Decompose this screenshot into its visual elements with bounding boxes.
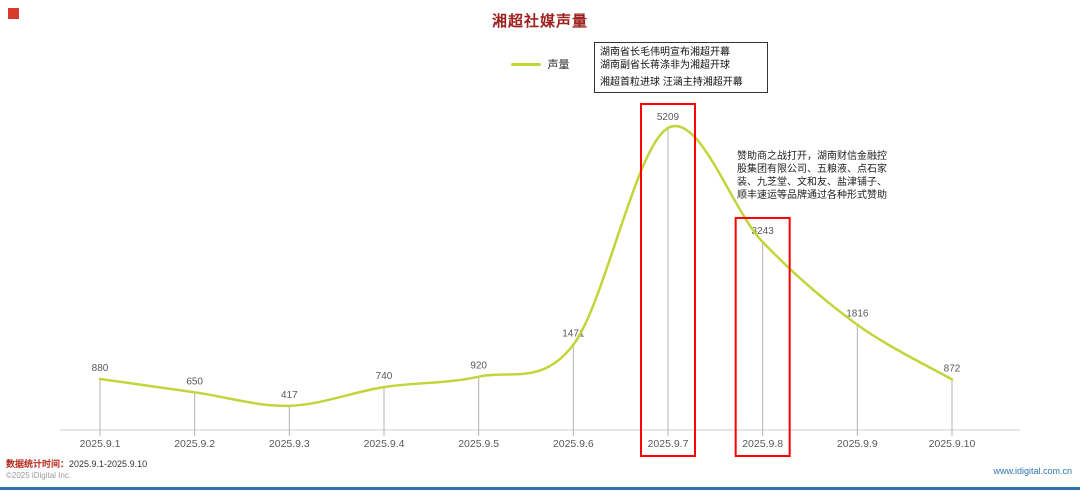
stat-range-line: 数据统计时间：2025.9.1-2025.9.10 (6, 457, 147, 470)
x-axis-tick-label: 2025.9.3 (269, 438, 310, 450)
x-axis-tick-label: 2025.9.6 (553, 438, 594, 450)
highlight-box (640, 103, 696, 457)
data-point-label: 3243 (752, 226, 775, 237)
data-point-label: 1471 (562, 329, 585, 340)
x-axis-tick-label: 2025.9.9 (837, 438, 878, 450)
data-point-label: 872 (944, 363, 961, 374)
footer-accent-bar (0, 487, 1080, 490)
annotation-line: 湖南省长毛伟明宣布湘超开幕 (600, 47, 730, 58)
data-point-label: 880 (92, 363, 109, 374)
legend-label: 声量 (547, 59, 570, 71)
website-url: www.idigital.com.cn (993, 466, 1072, 476)
volume-line (98, 124, 954, 408)
annotation-line: 湘超首粒进球 汪涵主持湘超开幕 (600, 77, 743, 88)
stat-range-label: 数据统计时间： (6, 459, 70, 469)
data-point-label: 1816 (846, 309, 869, 320)
legend-line-swatch (510, 62, 541, 66)
x-axis-tick-label: 2025.9.8 (742, 438, 783, 450)
x-axis-tick-label: 2025.9.4 (364, 438, 405, 450)
data-point-label: 5209 (657, 112, 680, 123)
x-axis-tick-label: 2025.9.7 (648, 438, 689, 450)
data-point-label: 920 (470, 361, 487, 372)
copyright-text: ©2025 iDigital Inc. (6, 471, 72, 480)
x-axis-tick-label: 2025.9.2 (174, 438, 215, 450)
highlight-box (734, 216, 791, 457)
data-point-label: 417 (281, 390, 298, 401)
data-point-label: 650 (186, 376, 203, 387)
annotation-sponsors: 赞助商之战打开，湖南财信金融控股集团有限公司、五粮液、点石家装、九芝堂、文和友、… (737, 151, 887, 201)
annotation-opening-events: 湖南省长毛伟明宣布湘超开幕 湖南副省长蒋涤非为湘超开球 湘超首粒进球 汪涵主持湘… (594, 42, 768, 93)
x-axis-tick-label: 2025.9.10 (929, 438, 976, 450)
x-axis-tick-label: 2025.9.1 (80, 438, 121, 450)
annotation-line: 湖南副省长蒋涤非为湘超开球 (600, 60, 730, 71)
data-point-label: 740 (376, 371, 393, 382)
chart-title: 湘超社媒声量 (491, 13, 588, 30)
x-axis-tick-label: 2025.9.5 (458, 438, 499, 450)
legend: 声量 (0, 56, 1080, 72)
brand-logo-mark (8, 8, 19, 19)
stat-range-value: 2025.9.1-2025.9.10 (69, 459, 148, 469)
volume-line-chart: 880 2025.9.1 650 2025.9.2 417 2025.9.3 740 2025… (60, 103, 1020, 457)
